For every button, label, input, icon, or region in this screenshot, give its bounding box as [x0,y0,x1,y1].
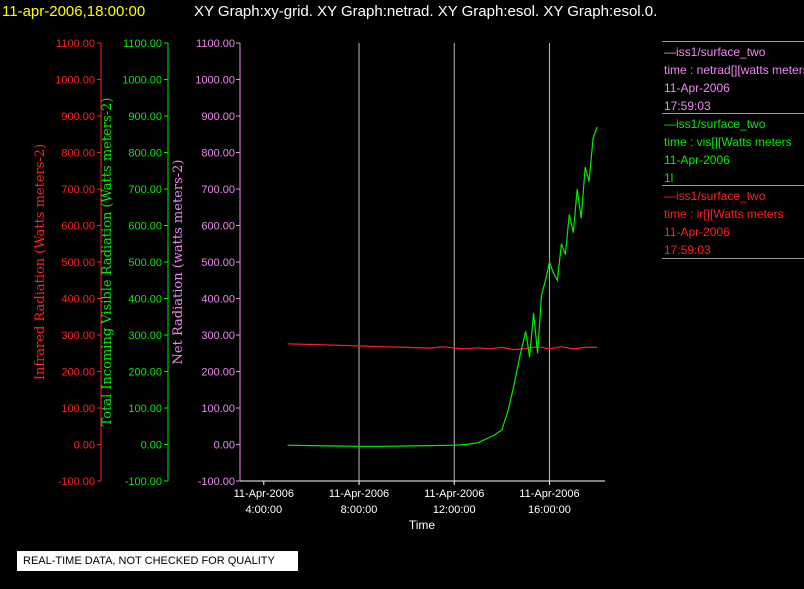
legend-separator [662,113,804,114]
y-tick-label: 1100.00 [123,38,162,50]
y-axis-ir: 1100.00 1000.00 900.00 800.00 700.00 600.00 50… [33,38,102,488]
y-tick-label: 100.00 [128,403,162,415]
legend-separator [662,258,804,259]
x-tick-date: 11-Apr-2006 [234,488,294,500]
y-tick-label: 600.00 [128,221,162,233]
y-axis-label: Net Radiation (watts meters-2) [171,160,186,365]
y-tick-label: 700.00 [201,184,235,196]
y-tick-label: 800.00 [61,148,95,160]
legend-entry-line4: 17:59:03 [664,99,711,113]
legend-entry-line4: 17:59:03 [664,243,711,257]
y-tick-label: 700.00 [128,184,162,196]
legend-entry-line3: 11-Apr-2006 [664,81,730,95]
y-tick-label: 600.00 [61,221,95,233]
y-tick-label: 0.00 [74,440,95,452]
y-tick-label: 500.00 [128,257,162,269]
y-tick-label: 700.00 [61,184,95,196]
x-tick-date: 11-Apr-2006 [424,488,484,500]
x-tick-time: 12:00:00 [433,504,476,516]
y-tick-label: -100.00 [125,476,162,488]
header-bar: 11-apr-2006,18:00:00 XY Graph:xy-grid. X… [0,0,804,24]
y-tick-label: 800.00 [201,148,235,160]
y-tick-label: 900.00 [61,111,95,123]
y-axis-vis: 1100.00 1000.00 900.00 800.00 700.00 600.00 50… [100,38,169,488]
x-tick-date: 11-Apr-2006 [519,488,579,500]
y-tick-label: 100.00 [201,403,235,415]
y-tick-label: 0.00 [214,440,235,452]
y-tick-label: 200.00 [128,367,162,379]
x-axis-label: Time [409,518,436,532]
x-axis: 11-Apr-2006 4:00:00 11-Apr-2006 8:00:00 11-A… [234,480,605,532]
legend-entry-line3: 11-Apr-2006 [664,153,730,167]
y-tick-label: 1100.00 [196,38,235,50]
legend-separator [662,41,804,42]
y-tick-label: 500.00 [61,257,95,269]
y-tick-label: 400.00 [201,294,235,306]
y-tick-label: 200.00 [61,367,95,379]
y-tick-label: 300.00 [201,330,235,342]
legend-entry-line4: 1l [664,171,674,185]
y-tick-label: 1000.00 [55,75,95,87]
y-tick-label: 1000.00 [195,75,235,87]
timestamp: 11-apr-2006,18:00:00 [2,3,146,20]
y-tick-label: 800.00 [128,148,162,160]
y-tick-label: 400.00 [128,294,162,306]
x-tick-time: 8:00:00 [341,504,378,516]
y-tick-label: 200.00 [201,367,235,379]
y-tick-label: 300.00 [61,330,95,342]
x-tick-time: 16:00:00 [528,504,571,516]
y-tick-label: 300.00 [128,330,162,342]
y-tick-label: 400.00 [61,294,95,306]
y-tick-label: 100.00 [61,403,95,415]
y-tick-label: 500.00 [201,257,235,269]
y-tick-label: 600.00 [201,221,235,233]
legend-separator [662,185,804,186]
y-tick-label: -100.00 [198,476,235,488]
y-tick-label: 0.00 [141,440,162,452]
x-tick-time: 4:00:00 [245,504,282,516]
legend-entry-line2: time : netrad[][watts meters [664,63,804,77]
legend-entry-line1: —iss1/surface_two [664,45,766,59]
legend-entry-line3: 11-Apr-2006 [664,225,730,239]
quality-note: REAL-TIME DATA, NOT CHECKED FOR QUALITY [17,551,298,571]
y-tick-label: 900.00 [128,111,162,123]
y-tick-label: -100.00 [58,476,95,488]
x-tick-date: 11-Apr-2006 [329,488,389,500]
graph-titles: XY Graph:xy-grid. XY Graph:netrad. XY Gr… [194,3,658,20]
series-ir-line [287,343,598,351]
y-tick-label: 900.00 [201,111,235,123]
y-axis-net: 1100.00 1000.00 900.00 800.00 700.00 600.00 50… [171,38,241,488]
series-vis-line [287,126,598,447]
y-tick-label: 1100.00 [56,38,95,50]
legend-entry-line2: time : ir[][Watts meters [664,207,784,221]
y-axis-label: Total Incoming Visible Radiation (Watts … [100,98,115,427]
legend-entry-line1: —iss1/surface_two [664,189,766,203]
legend-entry-line2: time : vis[][Watts meters [664,135,792,149]
y-axis-label: Infrared Radiation (Watts meters-2) [33,144,48,380]
y-tick-label: 1000.00 [122,75,162,87]
legend-entry-line1: —iss1/surface_two [664,117,766,131]
